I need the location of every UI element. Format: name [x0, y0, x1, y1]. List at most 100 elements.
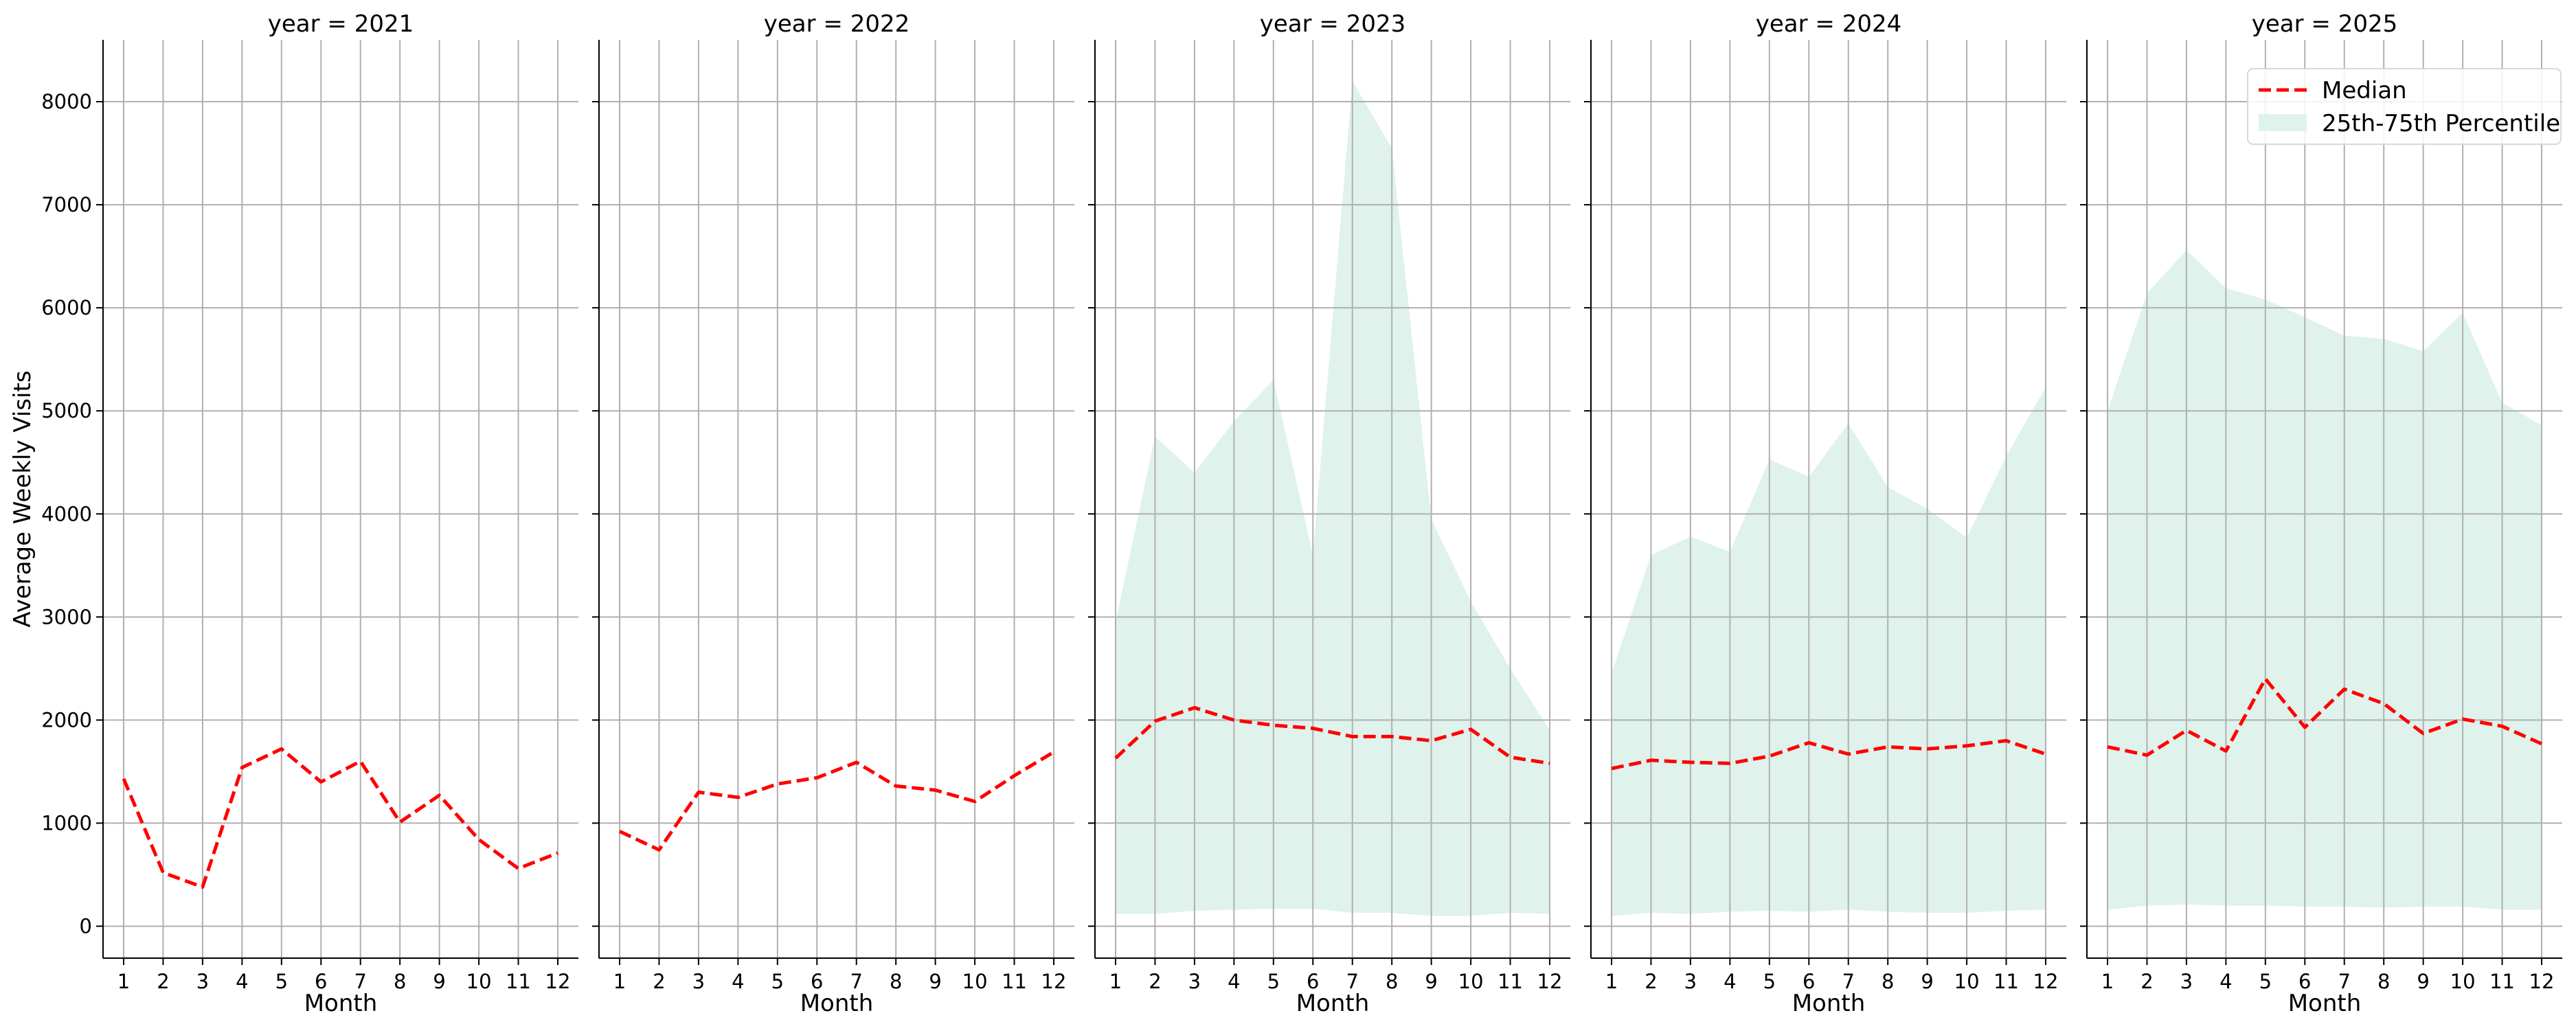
x-tick-label-0-9: 10	[466, 970, 492, 993]
x-tick-label-4-8: 9	[2417, 970, 2429, 993]
x-tick-label-2-0: 1	[1109, 970, 1122, 993]
x-tick-label-1-8: 9	[929, 970, 941, 993]
x-tick-label-4-9: 10	[2450, 970, 2476, 993]
x-tick-label-0-7: 8	[394, 970, 406, 993]
x-tick-label-2-5: 6	[1307, 970, 1319, 993]
x-tick-label-4-6: 7	[2338, 970, 2351, 993]
x-tick-label-0-10: 11	[506, 970, 531, 993]
x-tick-label-0-3: 4	[236, 970, 248, 993]
x-tick-label-4-10: 11	[2489, 970, 2515, 993]
x-axis-label-1: Month	[800, 990, 874, 1017]
x-tick-label-2-6: 7	[1346, 970, 1359, 993]
y-tick-label-3: 3000	[41, 605, 92, 628]
y-tick-label-8: 8000	[41, 90, 92, 113]
x-tick-label-4-1: 2	[2140, 970, 2153, 993]
x-tick-label-3-7: 8	[1882, 970, 1894, 993]
x-tick-label-0-0: 1	[117, 970, 130, 993]
percentile-band-2	[1116, 81, 1550, 916]
x-tick-label-0-8: 9	[433, 970, 445, 993]
x-tick-label-0-5: 6	[315, 970, 327, 993]
x-tick-label-4-0: 1	[2101, 970, 2114, 993]
x-tick-label-4-11: 12	[2529, 970, 2555, 993]
percentile-fill-layer	[1116, 81, 2542, 916]
x-tick-label-4-3: 4	[2219, 970, 2232, 993]
y-tick-label-7: 7000	[41, 193, 92, 216]
median-line-2	[1114, 705, 1550, 765]
percentile-band-3	[1612, 387, 2046, 916]
text-layer: 1 2 3 4 5 6 7 8 9 10 11 120100020003000400050006000…	[9, 10, 2554, 1017]
x-tick-label-1-11: 12	[1041, 970, 1067, 993]
x-tick-label-3-2: 3	[1684, 970, 1697, 993]
x-tick-label-2-8: 9	[1425, 970, 1437, 993]
x-axis-label-2: Month	[1296, 990, 1370, 1017]
y-tick-label-5: 5000	[41, 399, 92, 422]
x-tick-label-1-4: 5	[771, 970, 784, 993]
x-tick-label-1-0: 1	[613, 970, 626, 993]
x-tick-label-2-9: 10	[1458, 970, 1484, 993]
x-tick-label-4-2: 3	[2180, 970, 2193, 993]
x-tick-label-1-1: 2	[653, 970, 665, 993]
x-tick-label-2-10: 11	[1498, 970, 1523, 993]
x-tick-label-3-1: 2	[1645, 970, 1657, 993]
y-axis-label: Average Weekly Visits	[9, 370, 36, 627]
x-tick-label-1-3: 4	[732, 970, 744, 993]
y-tick-label-1: 1000	[41, 811, 92, 835]
legend: Median 25th-75th Percentile	[2247, 68, 2562, 145]
x-tick-label-4-7: 8	[2377, 970, 2390, 993]
x-tick-label-3-10: 11	[1993, 970, 2019, 993]
x-tick-label-2-3: 4	[1228, 970, 1240, 993]
x-tick-label-2-11: 12	[1537, 970, 1563, 993]
x-tick-label-1-7: 8	[890, 970, 902, 993]
legend-band-label: 25th-75th Percentile	[2322, 110, 2560, 137]
x-tick-label-0-6: 7	[354, 970, 367, 993]
percentile-band-4	[2108, 250, 2542, 910]
median-line-0	[122, 747, 558, 889]
x-tick-label-0-4: 5	[275, 970, 288, 993]
legend-box	[2247, 68, 2562, 145]
x-tick-label-3-4: 5	[1763, 970, 1776, 993]
x-axis-label-4: Month	[2288, 990, 2362, 1017]
x-tick-label-2-1: 2	[1149, 970, 1161, 993]
panel-title-2: year = 2023	[1260, 10, 1405, 38]
y-tick-label-0: 0	[80, 914, 92, 938]
x-tick-label-3-8: 9	[1921, 970, 1933, 993]
median-line-1	[618, 750, 1055, 852]
panel-title-1: year = 2022	[764, 10, 909, 38]
y-tick-label-2: 2000	[41, 708, 92, 731]
x-tick-label-3-3: 4	[1724, 970, 1736, 993]
x-tick-label-2-2: 3	[1188, 970, 1201, 993]
x-tick-label-1-9: 10	[962, 970, 988, 993]
x-tick-label-0-11: 12	[545, 970, 571, 993]
panel-title-0: year = 2021	[268, 10, 414, 38]
x-tick-label-0-1: 2	[157, 970, 169, 993]
median-line-4	[2107, 677, 2543, 757]
x-tick-label-1-10: 11	[1002, 970, 1027, 993]
panel-title-3: year = 2024	[1756, 10, 1901, 38]
y-tick-label-6: 6000	[41, 296, 92, 319]
median-line-layer	[122, 677, 2543, 889]
legend-median-label: Median	[2322, 77, 2407, 104]
x-tick-label-1-6: 7	[850, 970, 863, 993]
x-tick-label-2-4: 5	[1267, 970, 1280, 993]
x-tick-label-4-5: 6	[2298, 970, 2311, 993]
x-tick-label-2-7: 8	[1386, 970, 1398, 993]
x-tick-label-0-2: 3	[196, 970, 209, 993]
x-tick-label-1-2: 3	[692, 970, 705, 993]
x-tick-label-3-5: 6	[1803, 970, 1815, 993]
x-tick-label-1-5: 6	[811, 970, 823, 993]
x-tick-label-3-11: 12	[2033, 970, 2059, 993]
legend-band-swatch	[2259, 114, 2307, 131]
y-tick-label-4: 4000	[41, 502, 92, 525]
x-tick-label-3-6: 7	[1842, 970, 1855, 993]
median-line-3	[1611, 738, 2046, 771]
x-tick-label-3-0: 1	[1605, 970, 1618, 993]
x-tick-label-4-4: 5	[2259, 970, 2272, 993]
panel-title-4: year = 2025	[2252, 10, 2397, 38]
x-axis-label-3: Month	[1792, 990, 1866, 1017]
axes-layer	[96, 40, 2562, 965]
x-tick-label-3-9: 10	[1954, 970, 1980, 993]
grid-layer	[103, 40, 2562, 958]
x-axis-label-0: Month	[304, 990, 378, 1017]
